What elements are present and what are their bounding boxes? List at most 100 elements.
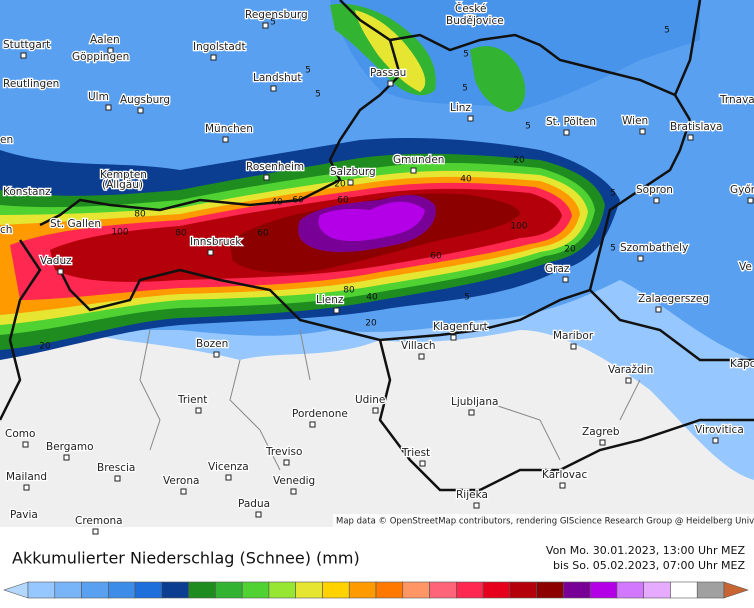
scale-cell bbox=[161, 581, 189, 599]
contour-label: 5 bbox=[664, 26, 670, 36]
city-label: Pavia bbox=[10, 509, 38, 521]
city-label: Zalaegerszeg bbox=[638, 293, 709, 305]
city-marker bbox=[23, 484, 30, 491]
city-label: České bbox=[455, 2, 486, 15]
city-label: Sopron bbox=[636, 184, 673, 196]
city-marker bbox=[222, 136, 229, 143]
city-label: Trnava bbox=[719, 94, 754, 106]
city-label: Kapo bbox=[730, 358, 754, 370]
city-label: Bergamo bbox=[46, 441, 94, 453]
city-marker bbox=[637, 255, 644, 262]
contour-label: 5 bbox=[610, 189, 616, 199]
contour-label: 5 bbox=[525, 122, 531, 132]
city-label: Aalen bbox=[90, 34, 120, 46]
scale-cell bbox=[241, 581, 270, 599]
city-marker bbox=[712, 437, 719, 444]
period-from: Von Mo. 30.01.2023, 13:00 Uhr MEZ bbox=[546, 544, 746, 557]
city-label: Rosenheim bbox=[246, 161, 304, 173]
city-label: Szombathely bbox=[620, 242, 688, 254]
city-label: St. Gallen bbox=[50, 218, 101, 230]
city-marker bbox=[333, 307, 340, 314]
city-marker bbox=[655, 306, 662, 313]
contour-label: 20 bbox=[365, 319, 377, 329]
city-label: München bbox=[205, 123, 253, 135]
contour-label: 5 bbox=[305, 66, 311, 76]
city-label: Lienz bbox=[316, 294, 344, 306]
city-label: Graz bbox=[545, 263, 570, 275]
city-marker bbox=[263, 174, 270, 181]
city-label: en bbox=[0, 134, 13, 146]
scale-cell bbox=[375, 581, 404, 599]
city-label: Wien bbox=[622, 115, 648, 127]
city-label: Vaduz bbox=[40, 255, 72, 267]
city-marker bbox=[653, 197, 660, 204]
city-marker bbox=[114, 475, 121, 482]
contour-label: 60 bbox=[292, 196, 304, 206]
city-marker bbox=[562, 276, 569, 283]
city-marker bbox=[63, 454, 70, 461]
city-label: Passau bbox=[370, 67, 406, 79]
attribution: Map data © OpenStreetMap contributors, r… bbox=[336, 517, 754, 527]
contour-label: 80 bbox=[343, 286, 355, 296]
scale-cell bbox=[54, 581, 82, 599]
city-marker bbox=[418, 353, 425, 360]
city-label: Trient bbox=[177, 394, 207, 406]
city-label: Padua bbox=[238, 498, 270, 510]
city-label: Brescia bbox=[97, 462, 135, 474]
scale-cell bbox=[643, 581, 671, 599]
city-label: Kempten bbox=[100, 169, 147, 181]
city-marker bbox=[180, 488, 187, 495]
scale-cell bbox=[589, 581, 618, 599]
city-label: Gmunden bbox=[393, 154, 444, 166]
city-marker bbox=[347, 179, 354, 186]
contour-label: 80 bbox=[175, 229, 187, 239]
city-marker bbox=[468, 409, 475, 416]
city-marker bbox=[20, 52, 27, 59]
city-marker bbox=[213, 351, 220, 358]
scale-cell bbox=[268, 581, 296, 599]
city-label: St. Pölten bbox=[546, 116, 596, 128]
city-marker bbox=[117, 182, 124, 189]
contour-labels: 5 5 5 5 5 5 5 5 5 5 20 20 20 20 20 40 40 40 60 60 60 60 80 80 80… bbox=[39, 18, 670, 352]
legend-title: Akkumulierter Niederschlag (Schnee) (mm) bbox=[12, 549, 360, 568]
city-marker bbox=[599, 439, 606, 446]
scale-cell bbox=[456, 581, 484, 599]
city-label: Salzburg bbox=[330, 166, 376, 178]
scale-cell bbox=[134, 581, 163, 599]
city-marker bbox=[473, 502, 480, 509]
scale-cell bbox=[215, 581, 243, 599]
city-marker bbox=[747, 197, 754, 204]
city-label: Varaždin bbox=[608, 364, 653, 376]
city-marker bbox=[195, 407, 202, 414]
city-marker bbox=[210, 54, 217, 61]
city-label: Ingolstadt bbox=[193, 41, 246, 53]
city-marker bbox=[92, 528, 99, 535]
city-marker bbox=[467, 115, 474, 122]
region-borders bbox=[139, 329, 641, 471]
contour-label: 5 bbox=[610, 244, 616, 254]
city-label: Vicenza bbox=[208, 461, 249, 473]
city-label: Landshut bbox=[253, 72, 302, 84]
contour-label: 60 bbox=[430, 252, 442, 262]
city-marker bbox=[625, 377, 632, 384]
borders bbox=[0, 0, 754, 492]
city-label: Pordenone bbox=[292, 408, 348, 420]
city-marker bbox=[255, 511, 262, 518]
city-label: Bratislava bbox=[670, 121, 722, 133]
contour-label: 5 bbox=[464, 293, 470, 303]
city-label: Verona bbox=[163, 475, 199, 487]
contour-label: 20 bbox=[39, 342, 51, 352]
contour-label: 40 bbox=[366, 293, 378, 303]
city-marker bbox=[372, 407, 379, 414]
contour-label: 20 bbox=[564, 245, 576, 255]
city-label: Klagenfurt bbox=[433, 321, 488, 333]
city-label: Győr bbox=[730, 184, 754, 196]
city-label: Treviso bbox=[265, 446, 302, 458]
scale-cell bbox=[670, 581, 698, 599]
scale-arrow-right bbox=[723, 581, 749, 599]
city-label: Konstanz bbox=[3, 186, 51, 198]
scale-cell bbox=[429, 581, 457, 599]
